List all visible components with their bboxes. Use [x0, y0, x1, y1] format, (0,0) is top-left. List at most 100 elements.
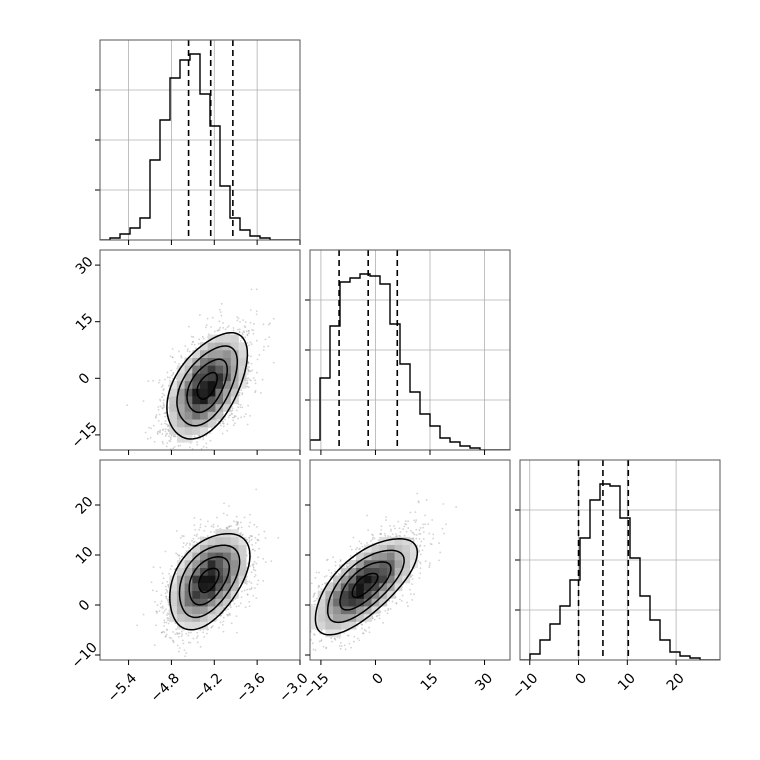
density-cell [363, 606, 372, 615]
scatter-point [172, 640, 175, 643]
scatter-point [188, 631, 190, 634]
density-cell [207, 403, 216, 412]
density-cell [207, 567, 216, 576]
scatter-point [415, 528, 418, 531]
density-cell [176, 365, 185, 374]
scatter-point [315, 571, 318, 574]
scatter-point [222, 420, 224, 423]
scatter-point [339, 647, 342, 650]
scatter-point [314, 592, 316, 595]
scatter-point [372, 536, 375, 539]
scatter-point [313, 633, 315, 636]
scatter-point [202, 438, 205, 441]
scatter-point [164, 435, 167, 437]
scatter-point [190, 335, 193, 338]
scatter-point [218, 328, 221, 331]
density-cell [192, 396, 201, 405]
density-cell [230, 560, 239, 568]
scatter-point [162, 577, 165, 580]
scatter-point [164, 430, 167, 433]
scatter-point [195, 637, 198, 639]
scatter-point [242, 330, 245, 333]
scatter-point [257, 579, 260, 582]
scatter-point [416, 492, 419, 495]
scatter-point [233, 416, 236, 419]
scatter-point [166, 617, 169, 619]
scatter-point [177, 350, 180, 353]
scatter-point [236, 328, 239, 331]
scatter-point [238, 328, 241, 331]
scatter-point [187, 641, 190, 644]
scatter-point [169, 440, 172, 443]
scatter-point [153, 440, 156, 443]
scatter-point [250, 582, 253, 584]
scatter-point [243, 589, 246, 592]
scatter-point [249, 414, 252, 417]
scatter-point [259, 392, 262, 394]
scatter-point [313, 633, 316, 636]
scatter-point [411, 538, 414, 540]
axes-frame [99, 459, 301, 661]
density-cell [230, 567, 239, 576]
density-cell [333, 590, 342, 599]
scatter-point [161, 605, 164, 608]
density-cell [207, 536, 216, 545]
scatter-point [224, 328, 227, 331]
density-cell [184, 598, 193, 607]
density-cell [379, 560, 388, 568]
density-cell [333, 583, 342, 592]
scatter-point [210, 626, 213, 629]
scatter-point [384, 534, 387, 537]
density-cell [200, 621, 208, 630]
scatter-point [262, 579, 265, 582]
scatter-point [243, 325, 246, 328]
scatter-point [188, 542, 191, 545]
scatter-point [180, 630, 183, 633]
scatter-point [252, 329, 255, 332]
scatter-point [399, 598, 401, 601]
density-cell [207, 373, 216, 382]
scatter-point [323, 582, 326, 585]
histogram-bars [520, 460, 720, 660]
scatter-point [164, 592, 167, 595]
scatter-point [186, 348, 189, 351]
density-cell [363, 567, 372, 576]
density-cell [200, 606, 208, 615]
axes-frame [519, 459, 721, 661]
scatter-point [213, 330, 216, 333]
density-cell [200, 365, 208, 374]
density-cell [192, 575, 201, 584]
scatter-point [385, 519, 388, 521]
scatter-point [382, 621, 385, 624]
density-cell [325, 621, 334, 630]
scatter-point [404, 520, 407, 523]
density-cell [230, 334, 239, 343]
density-cell [176, 613, 185, 622]
scatter-point [428, 564, 431, 567]
scatter-point [347, 634, 350, 637]
scatter-point [409, 593, 412, 596]
scatter-point [418, 529, 421, 531]
scatter-point [163, 625, 166, 627]
scatter-point [164, 422, 166, 425]
scatter-point [414, 521, 417, 524]
scatter-point [192, 541, 195, 544]
density-cell [207, 350, 216, 358]
scatter-point [419, 533, 422, 535]
histogram-panel-row1-col1 [95, 39, 301, 245]
density-cell [192, 426, 201, 435]
scatter-point [246, 423, 249, 426]
density-cell [215, 606, 224, 615]
scatter-point [318, 585, 321, 588]
scatter-point [430, 543, 433, 546]
scatter-point [226, 326, 229, 329]
histogram-bars [310, 250, 510, 450]
scatter-point [184, 655, 187, 658]
scatter-point [202, 337, 205, 340]
scatter-point [219, 311, 222, 313]
scatter-point [365, 621, 367, 624]
scatter-point [415, 534, 418, 536]
density-cell [192, 544, 201, 553]
scatter-point [172, 371, 175, 374]
scatter-point [159, 429, 162, 432]
